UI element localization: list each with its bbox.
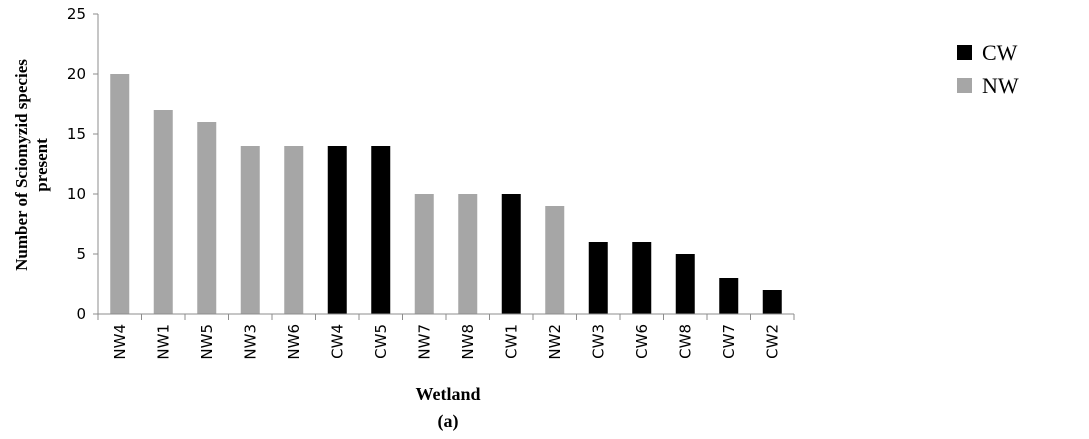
legend-label-cw: CW xyxy=(982,40,1018,65)
x-tick-label: CW8 xyxy=(676,324,694,359)
bar-nw7 xyxy=(414,194,434,314)
y-tick-label: 10 xyxy=(67,185,86,203)
bar-cw6 xyxy=(632,242,652,314)
bar-nw8 xyxy=(458,194,478,314)
bar-nw1 xyxy=(153,110,173,314)
bar-cw7 xyxy=(719,278,739,314)
bar-cw1 xyxy=(501,194,521,314)
x-tick-label: NW3 xyxy=(241,324,259,360)
bar-cw8 xyxy=(675,254,695,314)
y-tick-label: 0 xyxy=(76,305,86,323)
bars xyxy=(110,74,782,314)
x-tick-label: CW3 xyxy=(589,324,607,359)
x-tick-label: NW5 xyxy=(198,324,216,360)
bar-nw5 xyxy=(197,122,217,314)
legend-swatch-cw xyxy=(957,45,972,60)
x-tick-label: NW1 xyxy=(154,324,172,360)
y-tick-label: 20 xyxy=(67,65,86,83)
y-axis-title-line1: Number of Sciomyzid species xyxy=(12,59,31,271)
x-tick-label: NW7 xyxy=(415,324,433,360)
bar-nw6 xyxy=(284,146,304,314)
x-tick-label: NW6 xyxy=(285,324,303,360)
y-axis: 0 5 10 15 20 25 xyxy=(67,5,99,323)
x-tick-label: CW1 xyxy=(502,324,520,359)
legend: CW NW xyxy=(957,40,1019,98)
y-tick-label: 15 xyxy=(67,125,86,143)
legend-swatch-nw xyxy=(957,78,972,93)
x-axis: NW4 NW1 NW5 NW3 NW6 CW4 CW5 NW7 NW8 CW1 NW2 CW3 CW6 C… xyxy=(97,313,795,360)
x-tick-label: CW5 xyxy=(372,324,390,359)
bar-cw2 xyxy=(762,290,782,314)
y-tick-label: 5 xyxy=(76,245,86,263)
x-axis-title: Wetland xyxy=(415,384,480,404)
x-tick-label: NW2 xyxy=(546,324,564,360)
y-tick-label: 25 xyxy=(67,5,86,23)
x-tick-label: NW4 xyxy=(111,324,129,360)
chart-caption: (a) xyxy=(438,411,459,432)
bar-cw5 xyxy=(371,146,391,314)
x-tick-label: CW4 xyxy=(328,324,346,359)
x-tick-label: NW8 xyxy=(459,324,477,360)
bar-nw4 xyxy=(110,74,130,314)
bar-nw3 xyxy=(240,146,260,314)
bar-cw4 xyxy=(327,146,347,314)
x-tick-label: CW2 xyxy=(763,324,781,359)
bar-nw2 xyxy=(545,206,565,314)
y-axis-title-line2: present xyxy=(32,138,51,192)
x-tick-label: CW7 xyxy=(720,324,738,359)
x-tick-label: CW6 xyxy=(633,324,651,359)
bar-cw3 xyxy=(588,242,608,314)
legend-label-nw: NW xyxy=(982,73,1019,98)
